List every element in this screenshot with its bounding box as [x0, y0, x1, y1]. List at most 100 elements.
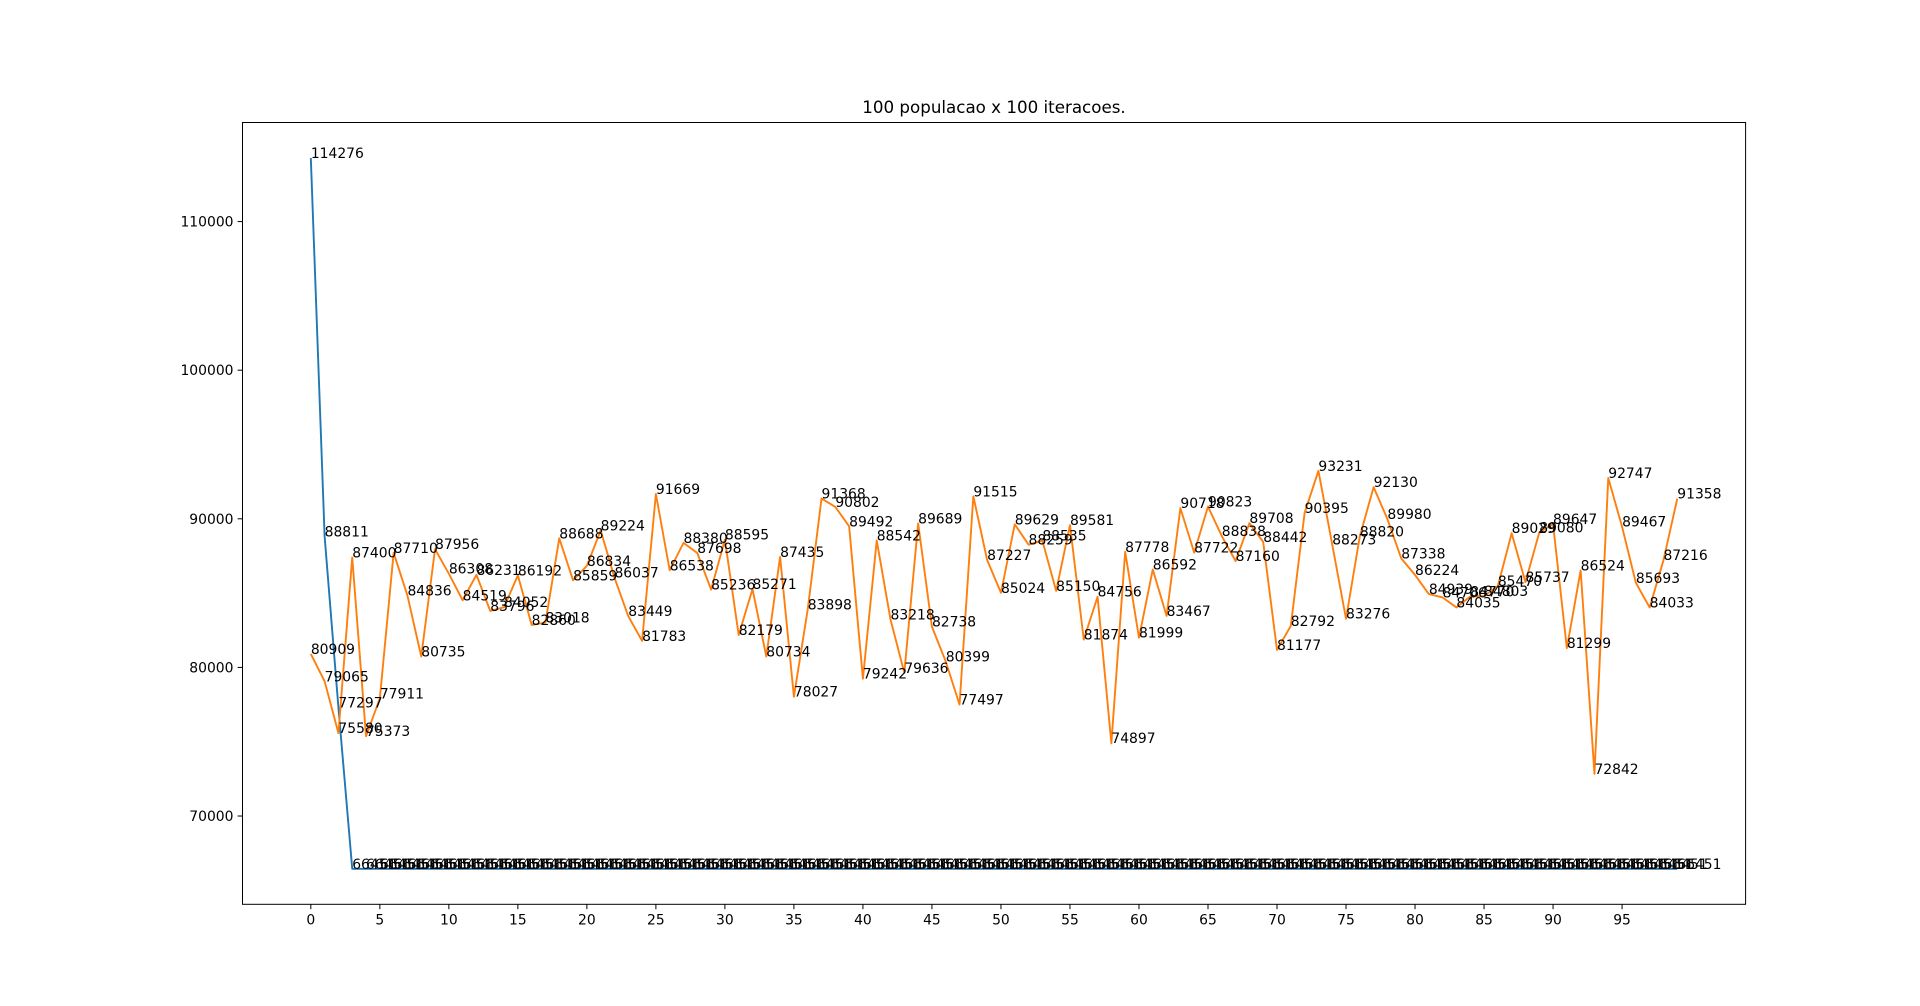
- data-label: 86834: [587, 554, 631, 570]
- data-label: 86231: [476, 563, 520, 579]
- data-label: 66451: [835, 857, 879, 873]
- data-label: 66451: [435, 857, 479, 873]
- x-tick-label: 75: [1337, 912, 1355, 928]
- x-tick-label: 30: [716, 912, 734, 928]
- data-label: 66451: [1029, 857, 1073, 873]
- data-label: 88811: [325, 524, 369, 540]
- data-label: 86592: [1153, 557, 1197, 573]
- data-label: 83796: [490, 599, 534, 615]
- data-label: 66451: [1263, 857, 1307, 873]
- data-label: 84706: [1443, 585, 1487, 601]
- data-label: 87227: [987, 548, 1031, 564]
- data-label: 88259: [1029, 533, 1073, 549]
- data-label: 66451: [697, 857, 741, 873]
- data-label: 66451: [1098, 857, 1142, 873]
- data-label: 66451: [1567, 857, 1611, 873]
- data-label: 66451: [394, 857, 438, 873]
- data-label: 83018: [545, 611, 589, 627]
- data-label: 90802: [835, 495, 879, 511]
- data-label: 66451: [614, 857, 658, 873]
- chart-title: 100 populacao x 100 iteracoes.: [862, 97, 1125, 117]
- data-label: 66451: [1249, 857, 1293, 873]
- x-tick-label: 95: [1613, 912, 1631, 928]
- data-label: 86538: [670, 558, 714, 574]
- data-label: 66451: [1236, 857, 1280, 873]
- data-label: 66451: [573, 857, 617, 873]
- data-label: 87722: [1194, 541, 1238, 557]
- data-label: 66451: [1111, 857, 1155, 873]
- data-label: 66451: [1553, 857, 1597, 873]
- data-label: 66451: [1594, 857, 1638, 873]
- x-tick-label: 45: [923, 912, 941, 928]
- data-label: 66451: [1429, 857, 1473, 873]
- data-label: 83449: [628, 604, 672, 620]
- y-tick-label: 110000: [180, 215, 233, 231]
- data-label: 86192: [518, 563, 562, 579]
- data-label: 66451: [1470, 857, 1514, 873]
- data-label: 74897: [1111, 731, 1155, 747]
- data-label: 85693: [1636, 571, 1680, 587]
- data-label: 66451: [1663, 857, 1707, 873]
- data-label: 84052: [504, 595, 548, 611]
- data-label: 66451: [987, 857, 1031, 873]
- data-label: 72842: [1594, 762, 1638, 778]
- data-label: 77297: [338, 696, 382, 712]
- data-label: 66451: [932, 857, 976, 873]
- data-label: 66451: [1636, 857, 1680, 873]
- data-label: 82738: [932, 615, 976, 631]
- data-label: 88820: [1360, 524, 1404, 540]
- data-label: 66451: [739, 857, 783, 873]
- data-label: 89492: [849, 514, 893, 530]
- data-label: 84033: [1650, 595, 1694, 611]
- data-label: 85859: [573, 568, 617, 584]
- x-tick-label: 5: [375, 912, 384, 928]
- data-label: 82860: [532, 613, 576, 629]
- x-tick-label: 10: [440, 912, 458, 928]
- data-label: 66451: [1346, 857, 1390, 873]
- data-label: 83898: [808, 597, 852, 613]
- data-label: 66451: [504, 857, 548, 873]
- x-tick-label: 65: [1199, 912, 1217, 928]
- data-label: 66451: [766, 857, 810, 873]
- data-label: 88535: [1042, 529, 1086, 545]
- data-label: 66451: [780, 857, 824, 873]
- data-label: 80399: [946, 649, 990, 665]
- data-label: 88838: [1222, 524, 1266, 540]
- x-tick-label: 35: [785, 912, 803, 928]
- data-label: 79636: [904, 661, 948, 677]
- data-label: 66451: [421, 857, 465, 873]
- data-label: 89689: [918, 511, 962, 527]
- data-label: 66451: [656, 857, 700, 873]
- y-tick-label: 100000: [180, 363, 233, 379]
- data-label: 84836: [407, 584, 451, 600]
- data-label: 85737: [1525, 570, 1569, 586]
- data-label: 66451: [1360, 857, 1404, 873]
- data-label: 87778: [1125, 540, 1169, 556]
- data-label: 91358: [1677, 487, 1721, 503]
- data-label: 91368: [822, 486, 866, 502]
- data-label: 84939: [1429, 582, 1473, 598]
- y-tick-label: 90000: [189, 512, 233, 528]
- data-label: 66451: [1291, 857, 1335, 873]
- data-label: 91669: [656, 482, 700, 498]
- data-label: 79065: [325, 669, 369, 685]
- data-label: 66451: [642, 857, 686, 873]
- data-label: 85271: [753, 577, 797, 593]
- data-label: 66451: [1208, 857, 1252, 873]
- data-label: 66451: [1180, 857, 1224, 873]
- data-label: 66451: [587, 857, 631, 873]
- data-label: 66451: [407, 857, 451, 873]
- data-label: 66451: [1622, 857, 1666, 873]
- data-label: 66451: [1318, 857, 1362, 873]
- data-label: 66451: [891, 857, 935, 873]
- axes-frame: [242, 122, 1747, 905]
- data-label: 84803: [1484, 584, 1528, 600]
- data-label: 66451: [1443, 857, 1487, 873]
- x-tick-label: 50: [992, 912, 1010, 928]
- data-label: 87710: [394, 541, 438, 557]
- data-label: 81999: [1139, 626, 1183, 642]
- data-label: 66451: [380, 857, 424, 873]
- x-tick-label: 90: [1544, 912, 1562, 928]
- x-tick-label: 60: [1130, 912, 1148, 928]
